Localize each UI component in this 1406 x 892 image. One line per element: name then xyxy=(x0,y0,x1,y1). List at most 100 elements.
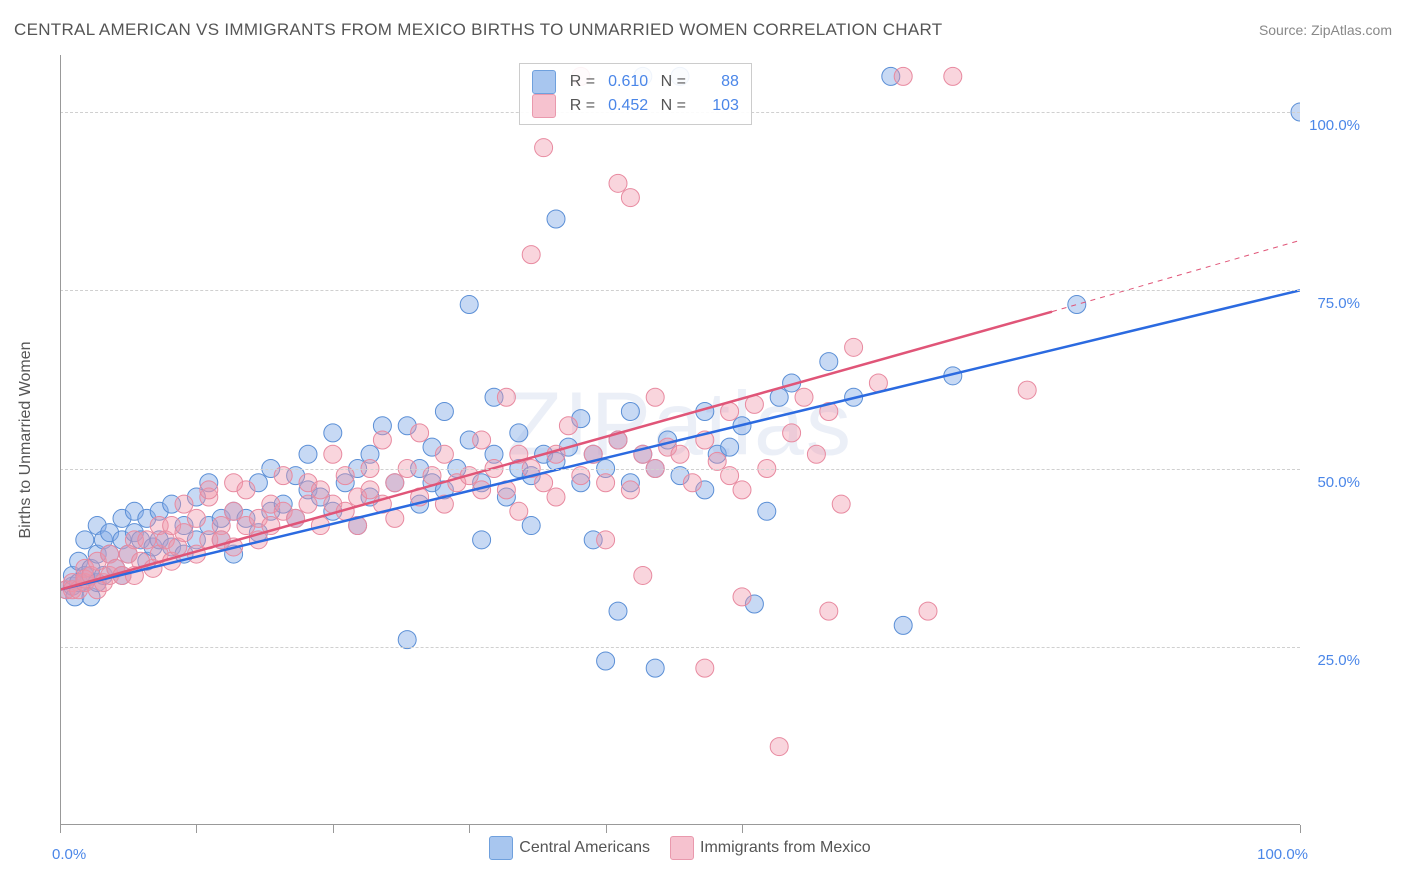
scatter-point xyxy=(535,139,553,157)
scatter-point xyxy=(758,502,776,520)
chart-header: CENTRAL AMERICAN VS IMMIGRANTS FROM MEXI… xyxy=(14,20,1392,40)
scatter-point xyxy=(597,652,615,670)
chart-plot-area: ZIPatlas 25.0%50.0%75.0%100.0% R = 0.610… xyxy=(60,55,1300,825)
scatter-point xyxy=(299,495,317,513)
y-axis-line xyxy=(60,55,61,825)
scatter-point xyxy=(919,602,937,620)
scatter-point xyxy=(324,445,342,463)
scatter-point xyxy=(1018,381,1036,399)
scatter-point xyxy=(783,424,801,442)
gridline xyxy=(60,469,1300,470)
x-tick xyxy=(1300,825,1301,833)
scatter-point xyxy=(435,402,453,420)
scatter-point xyxy=(522,517,540,535)
scatter-point xyxy=(646,388,664,406)
scatter-point xyxy=(510,424,528,442)
scatter-point xyxy=(460,296,478,314)
scatter-point xyxy=(894,67,912,85)
r-value-2: 0.452 xyxy=(603,94,648,118)
correlation-legend-row-2: R = 0.452 N = 103 xyxy=(532,94,739,118)
scatter-point xyxy=(473,531,491,549)
chart-title: CENTRAL AMERICAN VS IMMIGRANTS FROM MEXI… xyxy=(14,20,942,40)
scatter-point xyxy=(510,502,528,520)
scatter-point xyxy=(559,417,577,435)
scatter-point xyxy=(696,659,714,677)
legend-label: Immigrants from Mexico xyxy=(700,839,871,857)
legend-swatch xyxy=(670,836,694,860)
scatter-point xyxy=(373,431,391,449)
scatter-point xyxy=(671,445,689,463)
x-tick xyxy=(469,825,470,833)
scatter-point xyxy=(634,566,652,584)
scatter-point xyxy=(721,438,739,456)
x-tick xyxy=(606,825,607,833)
y-tick-label: 25.0% xyxy=(1317,652,1360,669)
bottom-legend-item: Central Americans xyxy=(489,836,650,860)
scatter-point xyxy=(473,431,491,449)
scatter-point xyxy=(311,481,329,499)
scatter-point xyxy=(807,445,825,463)
scatter-point xyxy=(138,531,156,549)
n-value-1: 88 xyxy=(694,70,739,94)
bottom-legend: Central Americans Immigrants from Mexico xyxy=(60,836,1300,860)
y-tick-label: 75.0% xyxy=(1317,295,1360,312)
legend-label: Central Americans xyxy=(519,839,650,857)
x-axis-line xyxy=(60,824,1300,825)
x-tick xyxy=(60,825,61,833)
scatter-point xyxy=(386,509,404,527)
scatter-point xyxy=(547,210,565,228)
bottom-legend-item: Immigrants from Mexico xyxy=(670,836,871,860)
scatter-point xyxy=(869,374,887,392)
scatter-point xyxy=(435,445,453,463)
scatter-point xyxy=(522,246,540,264)
r-value-1: 0.610 xyxy=(603,70,648,94)
scatter-point xyxy=(324,424,342,442)
legend-swatch-pink xyxy=(532,94,556,118)
scatter-point xyxy=(225,502,243,520)
gridline xyxy=(60,290,1300,291)
x-tick xyxy=(196,825,197,833)
scatter-point xyxy=(237,481,255,499)
scatter-point xyxy=(820,353,838,371)
scatter-point xyxy=(621,481,639,499)
scatter-point xyxy=(76,531,94,549)
scatter-svg xyxy=(60,55,1300,825)
scatter-point xyxy=(646,659,664,677)
y-tick-label: 50.0% xyxy=(1317,474,1360,491)
trend-line xyxy=(60,290,1300,589)
scatter-point xyxy=(609,602,627,620)
scatter-point xyxy=(361,481,379,499)
scatter-point xyxy=(597,474,615,492)
x-tick xyxy=(742,825,743,833)
scatter-point xyxy=(832,495,850,513)
x-tick xyxy=(333,825,334,833)
scatter-point xyxy=(733,481,751,499)
trend-line xyxy=(60,312,1052,590)
scatter-point xyxy=(621,402,639,420)
scatter-point xyxy=(175,524,193,542)
scatter-point xyxy=(733,588,751,606)
chart-source: Source: ZipAtlas.com xyxy=(1259,22,1392,38)
scatter-point xyxy=(187,509,205,527)
trend-line-projection xyxy=(1052,240,1300,311)
scatter-point xyxy=(721,402,739,420)
scatter-point xyxy=(795,388,813,406)
scatter-point xyxy=(597,531,615,549)
scatter-point xyxy=(386,474,404,492)
scatter-point xyxy=(411,424,429,442)
scatter-point xyxy=(770,738,788,756)
scatter-point xyxy=(683,474,701,492)
legend-swatch-blue xyxy=(532,70,556,94)
legend-swatch xyxy=(489,836,513,860)
scatter-point xyxy=(820,602,838,620)
scatter-point xyxy=(845,338,863,356)
scatter-point xyxy=(535,474,553,492)
scatter-point xyxy=(547,488,565,506)
y-tick-label: 100.0% xyxy=(1309,117,1360,134)
scatter-point xyxy=(175,495,193,513)
scatter-point xyxy=(497,388,515,406)
scatter-point xyxy=(609,174,627,192)
scatter-point xyxy=(1068,296,1086,314)
n-value-2: 103 xyxy=(694,94,739,118)
correlation-legend-box: R = 0.610 N = 88 R = 0.452 N = 103 xyxy=(519,63,752,125)
